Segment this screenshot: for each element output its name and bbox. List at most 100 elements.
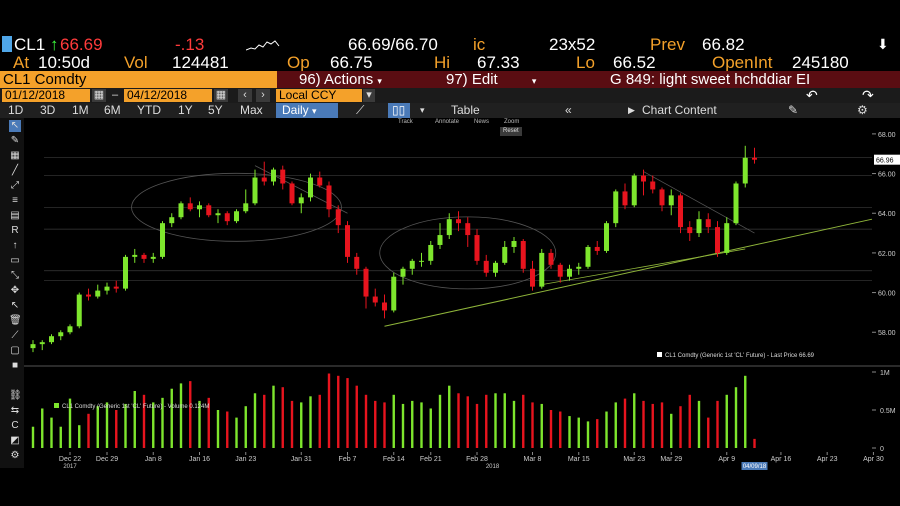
chart-content-button[interactable]: Chart Content	[642, 103, 717, 117]
volume-bar	[716, 400, 719, 448]
pattern-ellipse	[131, 172, 342, 242]
edit-icon[interactable]: ✎	[788, 103, 799, 117]
prev-period-button[interactable]: ‹	[238, 89, 252, 102]
support-trendline-2	[541, 248, 746, 286]
export-icon[interactable]: ⬇	[877, 36, 889, 52]
ticker[interactable]: CL1	[14, 35, 46, 54]
volume-bar	[734, 387, 738, 448]
tab-1d[interactable]: 1D	[8, 103, 24, 117]
arrow-up-icon[interactable]: ↑	[12, 240, 18, 251]
copy-icon[interactable]: C	[11, 420, 19, 431]
track-label[interactable]: Track	[398, 119, 413, 125]
chevron-down-icon[interactable]: ▾	[420, 105, 425, 115]
candle-body	[604, 223, 609, 251]
next-period-button[interactable]: ›	[256, 89, 270, 102]
price-chart[interactable]: 58.00 60.00 62.00 64.00 66.00 68.00 66.96 CL1 C…	[24, 118, 900, 468]
volume-bar	[401, 403, 405, 448]
redo-icon[interactable]: ↷	[862, 87, 874, 103]
prev-close: 66.82	[702, 35, 745, 54]
volume-bar	[568, 416, 571, 448]
trash-icon[interactable]: 🗑	[9, 315, 22, 326]
bid-ask-size: 23x52	[549, 35, 596, 54]
tab-1m[interactable]: 1M	[72, 103, 89, 117]
ruler-icon[interactable]: ⤡	[11, 270, 19, 281]
tab-5y[interactable]: 5Y	[208, 103, 223, 117]
volume-bar	[559, 411, 562, 448]
undo-icon[interactable]: ↶	[806, 87, 818, 103]
volume-bar	[577, 417, 580, 448]
candle-body	[58, 332, 64, 337]
news-label[interactable]: News	[474, 119, 490, 125]
currency-select[interactable]: Local CCY	[276, 89, 362, 102]
dropdown-caret-icon: ▾	[531, 76, 537, 86]
pointer-icon[interactable]: ↖	[9, 120, 21, 132]
candle-style-icon[interactable]: ▯▯	[388, 103, 410, 118]
legend-swatch	[657, 352, 662, 357]
volume-bar	[253, 393, 257, 448]
trend-icon[interactable]: ⤢	[11, 180, 19, 191]
shape-icon[interactable]: ◩	[10, 435, 20, 446]
candle-body	[86, 294, 91, 297]
volume-bar	[216, 410, 220, 448]
security-field[interactable]: CL1 Comdty	[0, 71, 277, 88]
swap-icon[interactable]: ⇆	[10, 405, 20, 416]
last-price-tag	[874, 154, 900, 165]
candle-body	[372, 296, 378, 303]
table-button[interactable]: Table	[451, 103, 480, 117]
period-select[interactable]: Daily ▾	[276, 103, 338, 118]
end-date-field[interactable]: 04/12/2018	[124, 89, 212, 102]
annotate-label[interactable]: Annotate	[435, 119, 460, 125]
reset-button[interactable]: Reset	[500, 127, 522, 136]
text-icon[interactable]: R	[11, 225, 19, 236]
tab-max[interactable]: Max	[240, 103, 263, 117]
line-chart-icon[interactable]: ⟋	[356, 103, 365, 117]
fib-icon[interactable]: ≡	[12, 195, 18, 206]
brush-icon[interactable]: ⟋	[11, 330, 19, 341]
volume-bar	[31, 426, 35, 448]
start-date-field[interactable]: 01/12/2018	[2, 89, 90, 102]
candle-body	[641, 175, 646, 182]
candle-body	[335, 209, 341, 226]
channel-icon[interactable]: ▤	[10, 210, 20, 221]
y-tick-label: 66.00	[878, 172, 896, 179]
candle-body	[502, 246, 508, 263]
select-icon[interactable]: ↖	[10, 300, 20, 311]
volume-bar	[633, 393, 636, 448]
candle-body	[243, 203, 249, 212]
grid-icon[interactable]: ▦	[10, 150, 20, 161]
candle-body	[30, 344, 36, 349]
volume-tick-label: 0	[880, 446, 884, 453]
tab-6m[interactable]: 6M	[104, 103, 121, 117]
move-icon[interactable]: ✥	[10, 285, 20, 296]
candle-body	[622, 191, 628, 206]
calendar-icon[interactable]: ▦	[214, 89, 228, 102]
fill-icon[interactable]: ■	[11, 360, 19, 371]
line-icon[interactable]: ╱	[11, 165, 19, 176]
link-icon[interactable]: ⛓	[9, 390, 22, 401]
volume-bar	[281, 387, 284, 448]
edit-menu[interactable]: 97) Edit ▾	[446, 71, 537, 88]
volume-bar	[244, 406, 247, 448]
volume-bar	[457, 393, 460, 448]
open-label: Op	[287, 53, 310, 72]
candle-body	[696, 219, 702, 234]
candle-body	[557, 264, 563, 277]
tab-3d[interactable]: 3D	[40, 103, 56, 117]
volume-bar	[50, 417, 53, 448]
actions-menu[interactable]: 96) Actions ▾	[299, 71, 382, 88]
settings-small-icon[interactable]: ⚙	[10, 450, 20, 461]
candle-body	[261, 177, 267, 182]
zoom-label[interactable]: Zoom	[504, 119, 520, 125]
gear-icon[interactable]: ⚙	[857, 103, 868, 117]
rect-icon[interactable]: ▭	[10, 255, 20, 266]
tab-ytd[interactable]: YTD	[137, 103, 161, 117]
pen-icon[interactable]: ✎	[10, 135, 20, 146]
box-icon[interactable]: ▢	[10, 345, 20, 356]
volume-bar	[133, 391, 136, 448]
calendar-icon[interactable]: ▦	[92, 89, 106, 102]
volume-tick-label: 1M	[880, 370, 890, 377]
collapse-icon[interactable]: «	[565, 103, 572, 117]
volume-bar	[531, 402, 534, 448]
tab-1y[interactable]: 1Y	[178, 103, 193, 117]
chevron-down-icon[interactable]: ▾	[363, 89, 375, 102]
